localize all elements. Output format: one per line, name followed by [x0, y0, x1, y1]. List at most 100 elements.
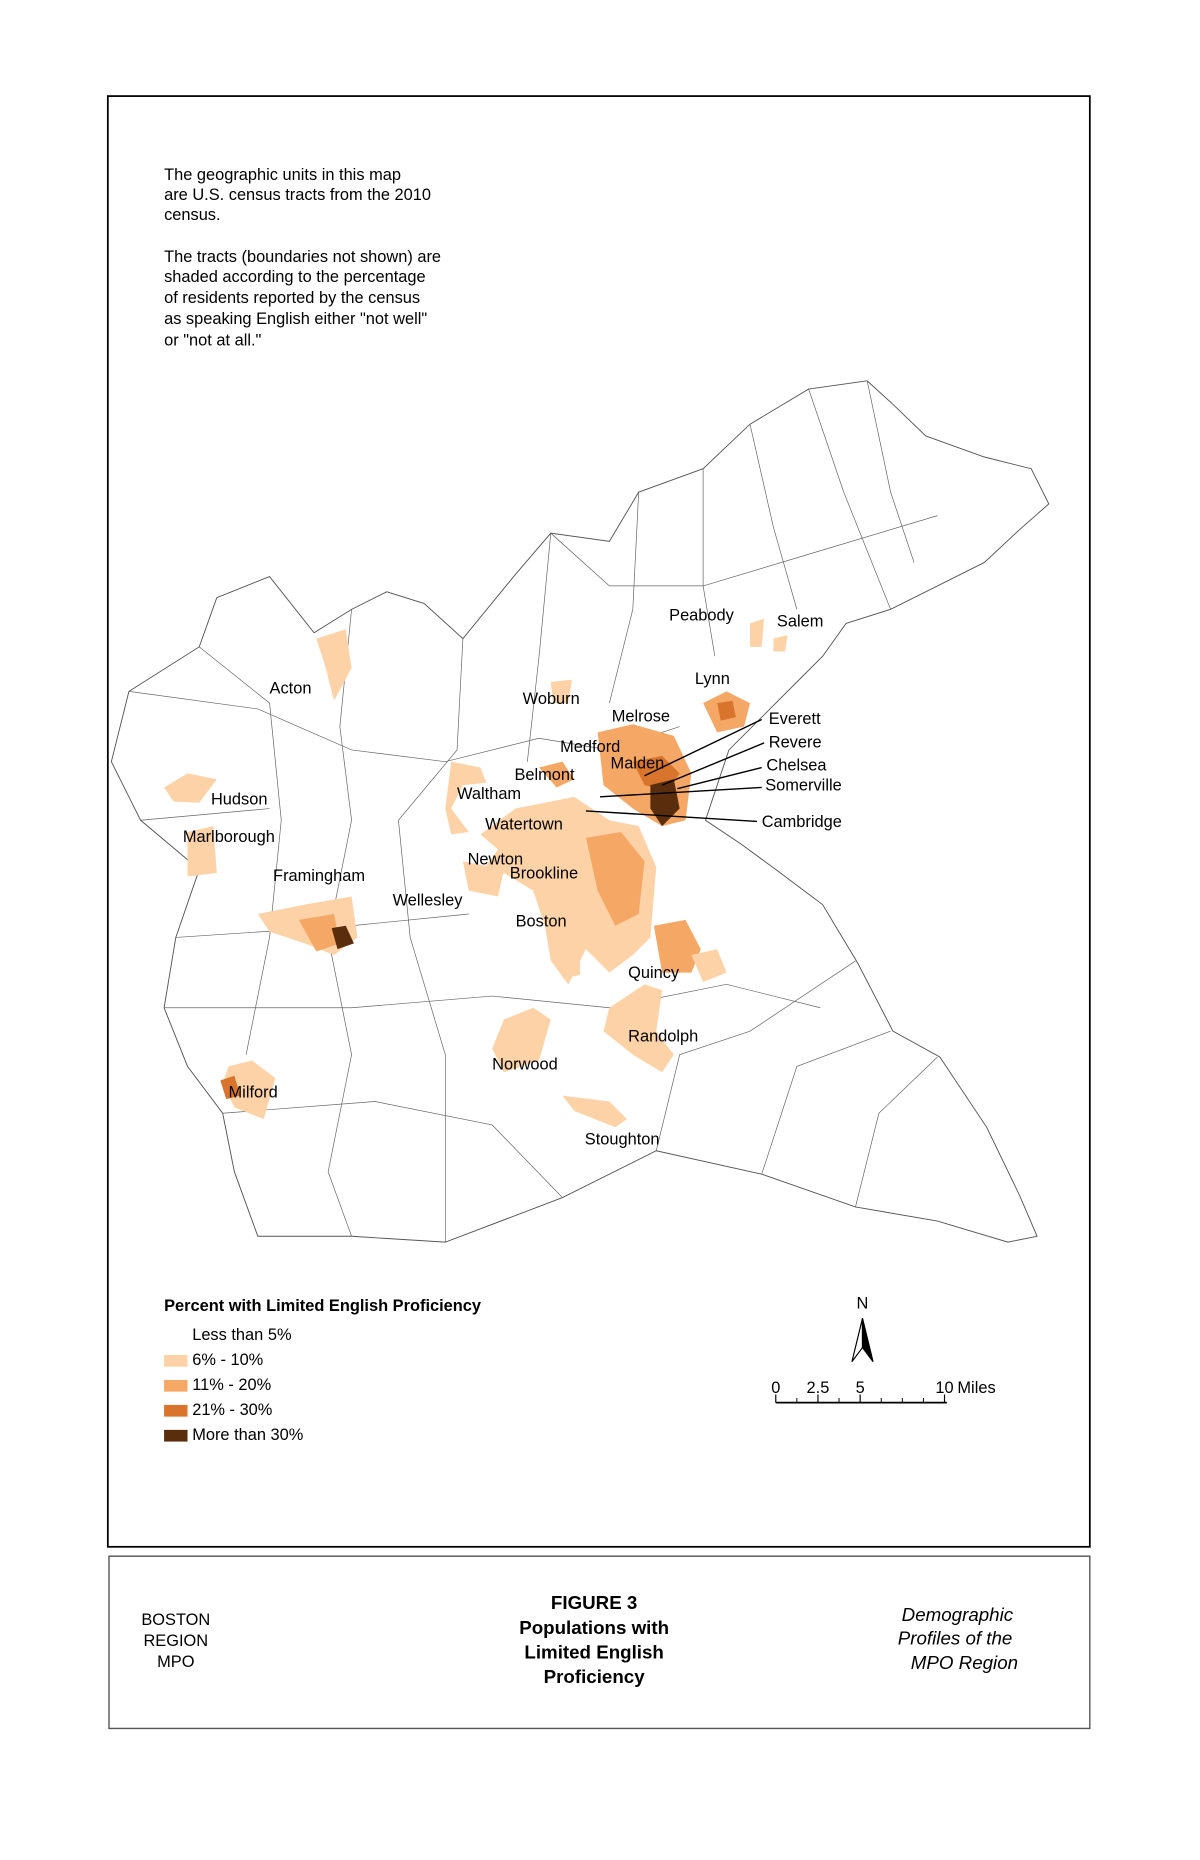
- legend-swatch: [164, 1330, 188, 1342]
- callout-line: [644, 718, 763, 777]
- town-label: Boston: [516, 913, 567, 931]
- scale-label: 2.5: [807, 1379, 830, 1397]
- note-line: of residents reported by the census: [164, 289, 420, 307]
- town-label: Peabody: [669, 607, 735, 625]
- note: The geographic units in this map are U.S…: [164, 166, 441, 349]
- town-label: Wellesley: [393, 891, 464, 909]
- town-label: Norwood: [492, 1056, 558, 1074]
- town-label: Medford: [560, 738, 620, 756]
- tract-area: [773, 635, 788, 652]
- note-line: The tracts (boundaries not shown) are: [164, 248, 441, 266]
- note-line: as speaking English either "not well": [164, 310, 427, 328]
- tract-area: [492, 1007, 551, 1073]
- town-label: Stoughton: [585, 1131, 660, 1149]
- tract-area: [331, 925, 354, 950]
- tract-area: [445, 761, 487, 835]
- town-label: Cambridge: [762, 813, 842, 831]
- scale-unit: Miles: [957, 1379, 995, 1397]
- tract-area: [298, 914, 340, 952]
- legend-label: 21% - 30%: [192, 1401, 272, 1419]
- figure-title: Proficiency: [544, 1666, 646, 1687]
- legend-swatch: [164, 1404, 188, 1417]
- footer: BOSTON REGION MPO FIGURE 3 Populations w…: [141, 1592, 1018, 1687]
- tract-area: [749, 618, 765, 647]
- north-arrow: N: [851, 1295, 874, 1363]
- tract-area: [550, 679, 572, 704]
- north-arrow-left: [851, 1318, 864, 1363]
- town-label: Hudson: [211, 791, 268, 809]
- tract-area: [585, 831, 645, 926]
- tract-area: [462, 861, 504, 897]
- legend-title: Percent with Limited English Proficiency: [164, 1297, 482, 1315]
- town-label: Milford: [229, 1084, 278, 1102]
- callout-line: [677, 766, 762, 790]
- town-label: Chelsea: [766, 757, 827, 775]
- town-label: Randolph: [628, 1027, 698, 1045]
- note-line: are U.S. census tracts from the 2010: [164, 186, 431, 204]
- callouts: [585, 718, 765, 823]
- figure-title: Populations with: [519, 1617, 669, 1638]
- town-label: Quincy: [628, 964, 680, 982]
- town-label: Marlborough: [183, 828, 275, 846]
- town-label: Melrose: [612, 707, 670, 725]
- footer-right: MPO Region: [911, 1652, 1018, 1673]
- callout-line: [599, 786, 762, 798]
- tract-area: [222, 1060, 276, 1120]
- town-label: Malden: [611, 754, 665, 772]
- town-label: Waltham: [457, 785, 521, 803]
- tract-area: [562, 935, 581, 979]
- legend: Percent with Limited English Proficiency…: [164, 1297, 482, 1444]
- footer-left: BOSTON: [141, 1611, 210, 1629]
- town-label: Acton: [270, 679, 312, 697]
- tract-area: [187, 826, 217, 877]
- legend-swatch: [164, 1429, 188, 1442]
- tract-area: [691, 949, 727, 982]
- town-label: Lynn: [695, 670, 730, 688]
- callout-line: [661, 742, 765, 786]
- scale-bar: 0 2.5 5 10 Miles: [771, 1379, 996, 1404]
- tract-area: [220, 1075, 241, 1100]
- footer-right: Profiles of the: [898, 1627, 1013, 1648]
- scale-label: 0: [771, 1379, 780, 1397]
- note-line: census.: [164, 206, 221, 224]
- legend-label: 11% - 20%: [192, 1376, 271, 1394]
- town-label: Belmont: [514, 766, 575, 784]
- tract-area: [603, 984, 674, 1073]
- figure-title: FIGURE 3: [551, 1592, 637, 1613]
- legend-swatch: [164, 1354, 188, 1367]
- footer-frame: [108, 1555, 1091, 1730]
- town-label: Framingham: [273, 867, 365, 885]
- note-line: shaded according to the percentage: [164, 268, 426, 286]
- town-label: Newton: [468, 850, 524, 868]
- legend-swatch: [164, 1379, 188, 1392]
- town-label: Revere: [769, 733, 822, 751]
- legend-label: More than 30%: [192, 1426, 303, 1444]
- scale-label: 5: [856, 1379, 865, 1397]
- town-label: Woburn: [523, 690, 580, 708]
- tract-area: [164, 773, 217, 803]
- town-label: Somerville: [765, 777, 842, 795]
- footer-left: REGION: [143, 1632, 208, 1650]
- town-label: Watertown: [485, 815, 563, 833]
- callout-line: [585, 810, 758, 823]
- tract-area: [539, 761, 575, 788]
- town-label: Everett: [769, 710, 821, 728]
- note-line: The geographic units in this map: [164, 166, 401, 184]
- north-label: N: [857, 1295, 869, 1313]
- legend-label: 6% - 10%: [192, 1351, 263, 1369]
- map-frame: [106, 95, 1091, 1548]
- tract-area: [316, 629, 352, 701]
- scale-label: 10: [935, 1379, 953, 1397]
- figure-title: Limited English: [524, 1641, 663, 1662]
- note-line: or "not at all.": [164, 331, 261, 349]
- north-arrow-right: [861, 1318, 874, 1363]
- footer-right: Demographic: [902, 1604, 1014, 1625]
- tract-area: [717, 700, 736, 721]
- footer-left: MPO: [157, 1653, 194, 1671]
- town-label: Brookline: [510, 865, 578, 883]
- town-label: Salem: [777, 613, 823, 631]
- tract-area: [653, 919, 701, 973]
- town-labels: Peabody Salem Acton Woburn Lynn Melrose …: [183, 607, 842, 1149]
